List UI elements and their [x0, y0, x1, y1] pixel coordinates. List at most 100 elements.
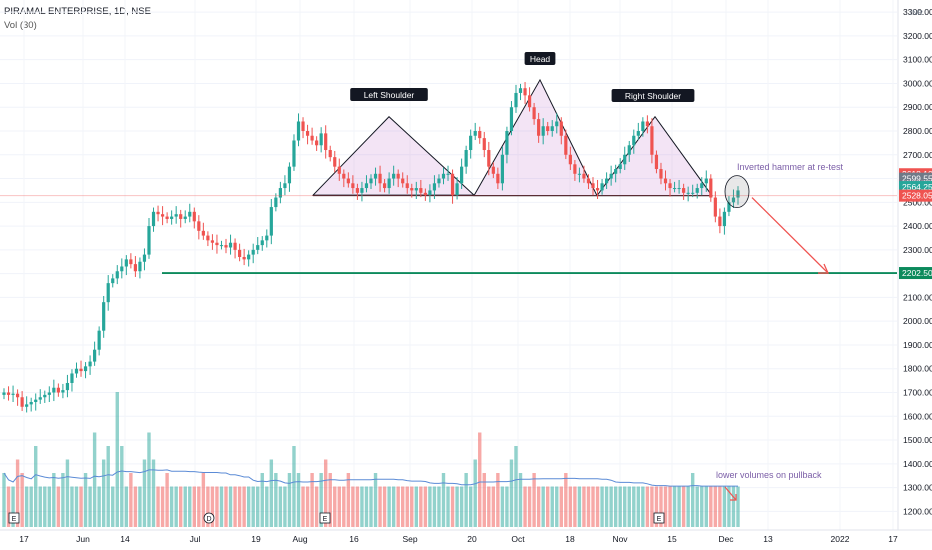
volume-bar: [206, 486, 210, 527]
volume-bar: [464, 473, 468, 527]
volume-bar: [215, 486, 219, 527]
volume-bar: [283, 486, 287, 527]
candle-body: [496, 173, 500, 184]
time-tick-label: Nov: [612, 534, 628, 544]
volume-bar: [192, 486, 196, 527]
candle-body: [582, 173, 586, 179]
candle-body: [111, 278, 115, 284]
candle-body: [614, 169, 618, 174]
candle-body: [645, 121, 649, 127]
chart-symbol-title: PIRAMAL ENTERPRISE, 1D, NSE: [4, 6, 151, 17]
volume-bar: [29, 486, 33, 527]
candle-body: [564, 135, 568, 155]
volume-bar: [47, 486, 52, 527]
volume-bar: [360, 486, 364, 527]
candle-body: [301, 121, 305, 131]
volume-bar: [188, 486, 192, 527]
volume-bar: [450, 486, 455, 527]
candle-body: [672, 188, 677, 190]
volume-bar: [623, 486, 627, 527]
volume-bar: [559, 486, 563, 527]
volume-bar: [536, 486, 541, 527]
volume-bar: [83, 473, 88, 527]
volume-bar: [6, 486, 11, 527]
volume-bar: [369, 486, 373, 527]
volume-bar: [351, 486, 355, 527]
candle-body: [251, 249, 255, 255]
volume-bar: [310, 473, 314, 527]
volume-bar: [709, 486, 713, 527]
volume-bar: [201, 473, 206, 527]
volume-bar: [391, 486, 396, 527]
candle-body: [47, 392, 51, 395]
volume-bar: [523, 486, 527, 527]
candle-body: [541, 126, 545, 136]
projection-arrow: [751, 197, 829, 274]
volume-bar: [333, 486, 337, 527]
candle-body: [328, 150, 332, 158]
candle-body: [265, 235, 269, 241]
volume-bar: [346, 473, 351, 527]
candle-body: [129, 259, 133, 265]
time-tick-label: Oct: [511, 534, 525, 544]
earnings-marker: [319, 512, 331, 524]
price-tick-label: 1400.00: [903, 459, 932, 469]
price-axis[interactable]: 3300.00 3200.00 3100.00 3000.00 2900.00 2800.…: [897, 0, 932, 530]
candle-body: [2, 392, 6, 395]
volume-bar: [586, 486, 591, 527]
candle-body: [478, 130, 482, 139]
candle-body: [287, 166, 292, 184]
volume-bar: [160, 486, 165, 527]
candle-body: [464, 150, 468, 167]
candle-body: [482, 138, 486, 151]
volume-bar: [24, 486, 29, 527]
candle-body: [446, 173, 450, 175]
volume-bar: [478, 432, 482, 527]
candle-body: [686, 192, 690, 194]
lower-volumes-note: lower volumes on pullback: [716, 470, 822, 480]
volume-bar: [455, 486, 459, 527]
volume-bar: [328, 473, 332, 527]
volume-bar: [582, 486, 586, 527]
candle-body: [224, 245, 228, 248]
candle-body: [364, 183, 369, 189]
price-tick-label: 1500.00: [903, 435, 932, 445]
candle-body: [274, 197, 278, 208]
candle-body: [505, 130, 509, 155]
event-marker-label: E: [657, 516, 662, 523]
candle-body: [423, 192, 427, 196]
time-axis[interactable]: 17 Jun 14 Jul 19 Aug 16 Sep 20 Oct 18 Nov 15 Dec 13 202…: [0, 529, 932, 544]
volume-bar: [672, 486, 677, 527]
volume-bar: [287, 473, 292, 527]
candle-body: [346, 178, 350, 184]
candle-body: [487, 150, 491, 167]
candle-body: [65, 382, 70, 391]
volume-bar: [197, 486, 201, 527]
candle-body: [691, 192, 695, 194]
candle-body: [650, 126, 654, 155]
earnings-marker: [8, 512, 20, 524]
candle-body: [736, 190, 740, 198]
volume-bar: [278, 486, 283, 527]
left-shoulder-label: Left Shoulder: [350, 88, 428, 101]
time-tick-label: 19: [251, 534, 261, 544]
volume-bar: [65, 459, 70, 527]
candle-body: [627, 145, 631, 155]
price-tick-label: 2100.00: [903, 292, 932, 302]
candle-body: [183, 216, 187, 219]
volume-bar: [654, 486, 659, 527]
volume-bar: [314, 486, 319, 527]
price-tick-label: 3000.00: [903, 78, 932, 88]
candle-body: [238, 249, 242, 257]
candle-body: [147, 226, 151, 255]
volume-bar: [156, 486, 160, 527]
volume-bar: [165, 473, 169, 527]
candle-body: [355, 188, 360, 193]
candlesticks: [2, 82, 740, 413]
volume-bar: [174, 486, 178, 527]
volume-bar: [52, 473, 56, 527]
time-tick-label: Jul: [190, 534, 201, 544]
volume-bar: [70, 486, 74, 527]
volume-bar: [138, 486, 142, 527]
